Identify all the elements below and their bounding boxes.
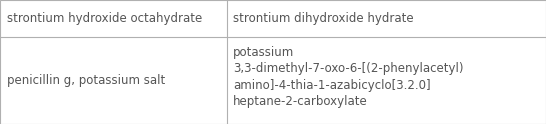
Text: penicillin g, potassium salt: penicillin g, potassium salt [7,74,165,87]
Text: strontium hydroxide octahydrate: strontium hydroxide octahydrate [7,12,202,25]
Text: potassium
3,3-dimethyl-7-oxo-6-[(2-phenylacetyl)
amino]-4-thia-1-azabicyclo[3.2.: potassium 3,3-dimethyl-7-oxo-6-[(2-pheny… [233,46,464,108]
Text: strontium dihydroxide hydrate: strontium dihydroxide hydrate [233,12,414,25]
